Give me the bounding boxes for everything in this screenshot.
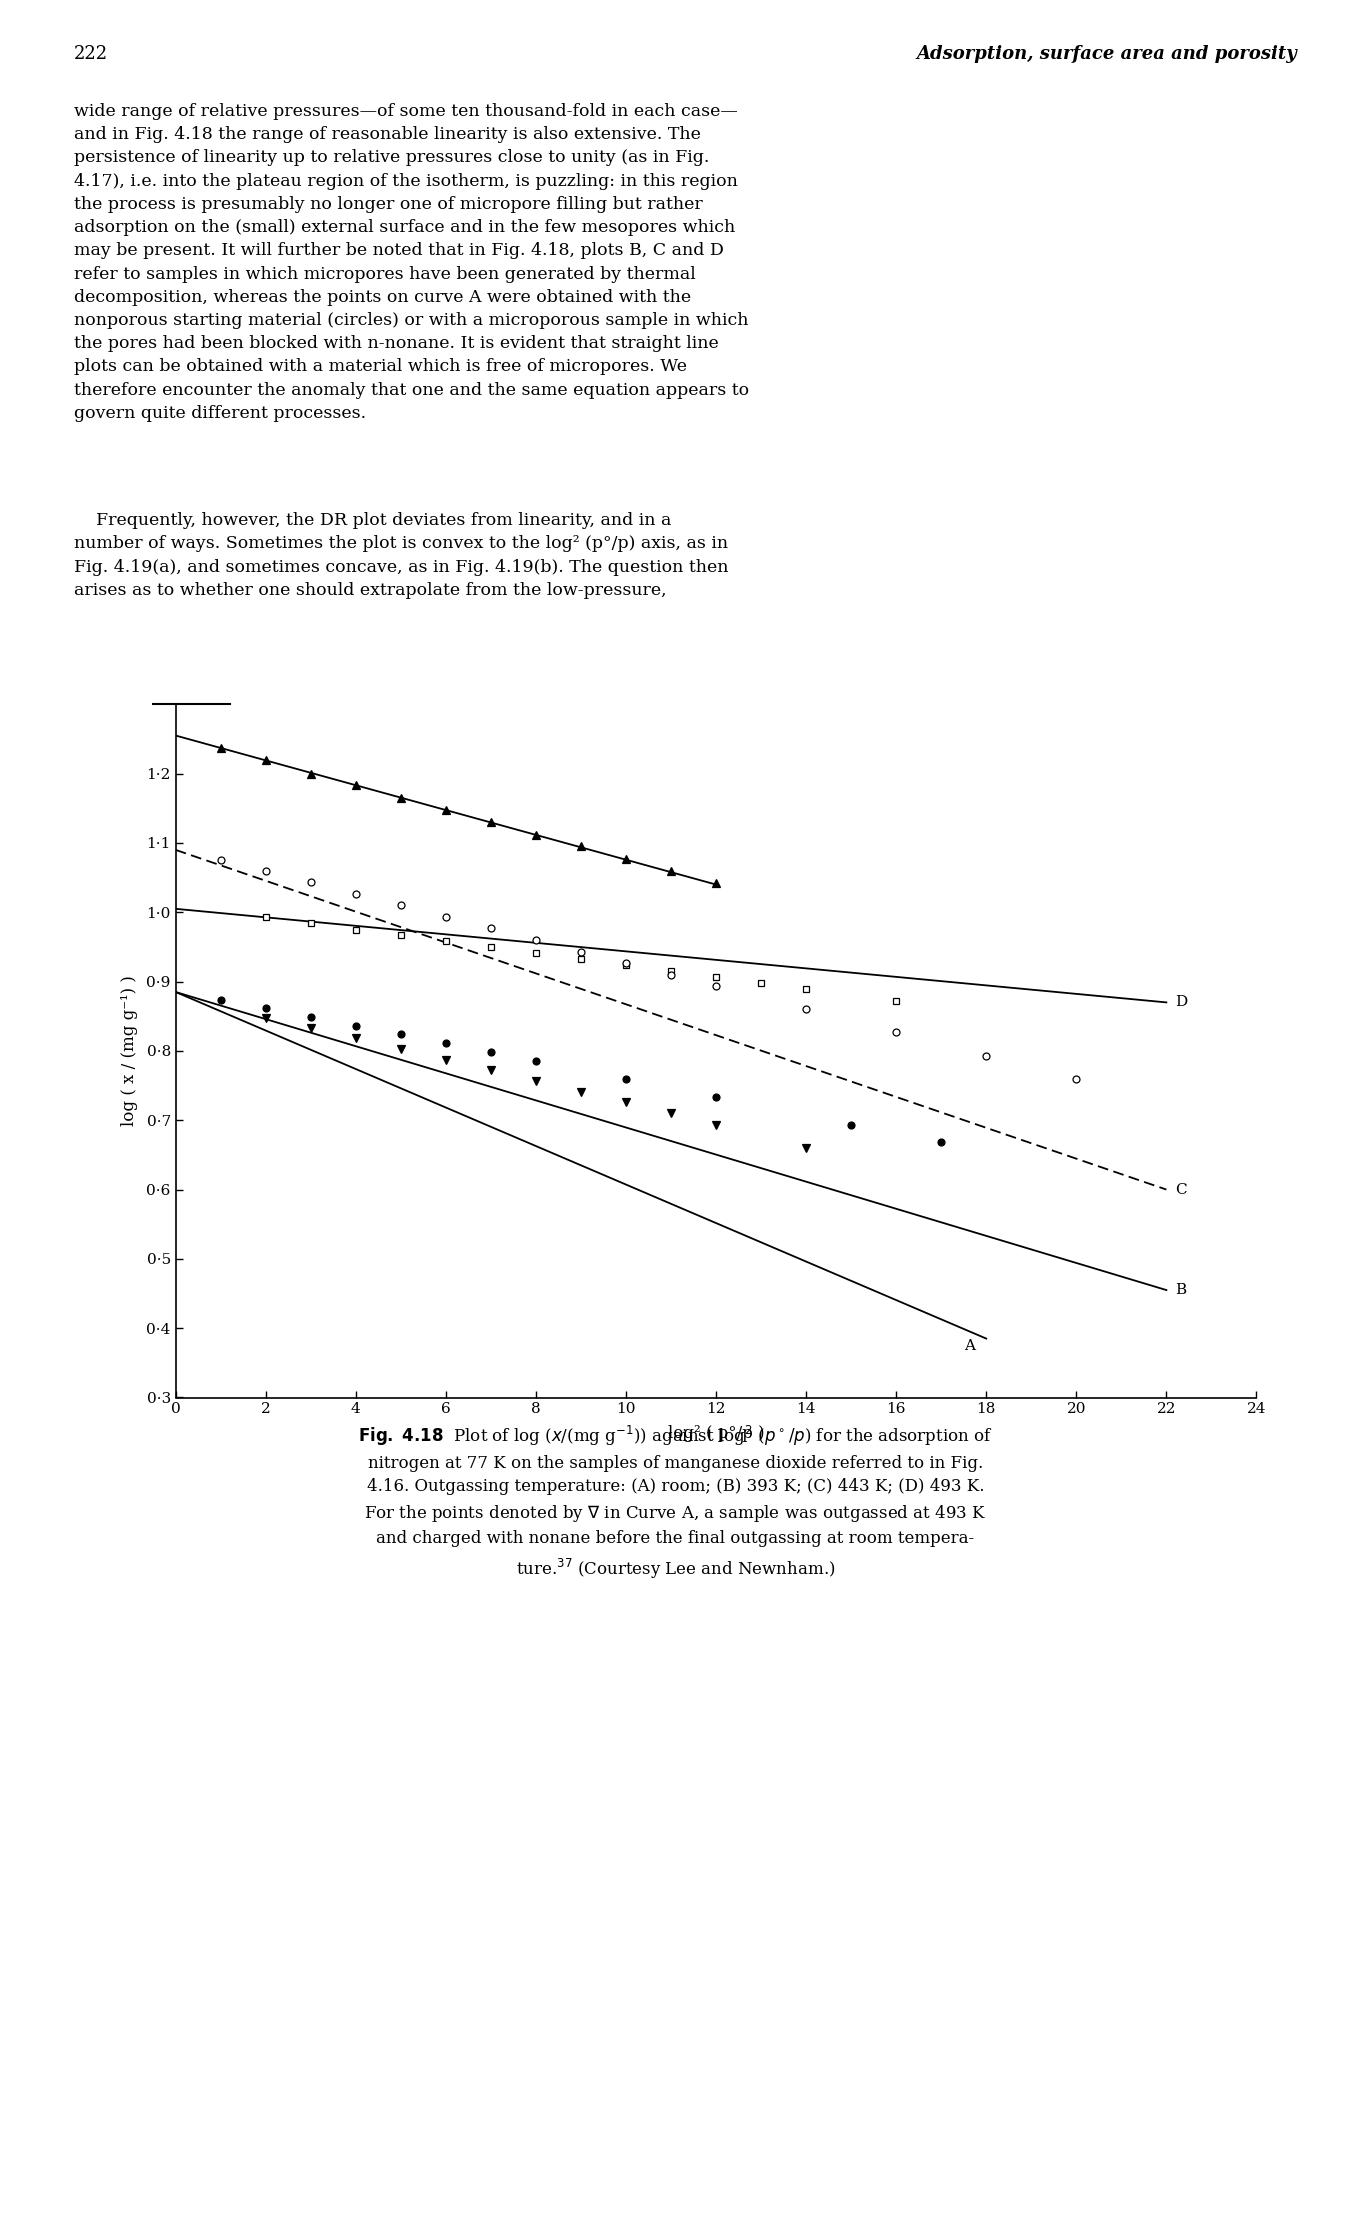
Text: Adsorption, surface area and porosity: Adsorption, surface area and porosity <box>916 45 1297 63</box>
Text: D: D <box>1175 995 1188 1008</box>
Y-axis label: log ( x / (mg g⁻¹) ): log ( x / (mg g⁻¹) ) <box>122 975 138 1127</box>
Text: C: C <box>1175 1183 1188 1196</box>
Text: B: B <box>1175 1283 1186 1297</box>
Text: Frequently, however, the DR plot deviates from linearity, and in a
number of way: Frequently, however, the DR plot deviate… <box>74 512 728 599</box>
Text: $\mathbf{Fig.\ 4.18}$  Plot of log ($x$/(mg g$^{-1}$)) against log$^2$ ($p^\circ: $\mathbf{Fig.\ 4.18}$ Plot of log ($x$/(… <box>358 1424 993 1581</box>
Text: wide range of relative pressures—of some ten thousand-fold in each case—
and in : wide range of relative pressures—of some… <box>74 103 750 423</box>
X-axis label: log² ( p°/p ): log² ( p°/p ) <box>667 1424 765 1442</box>
Text: A: A <box>963 1339 974 1353</box>
Text: 222: 222 <box>74 45 108 63</box>
